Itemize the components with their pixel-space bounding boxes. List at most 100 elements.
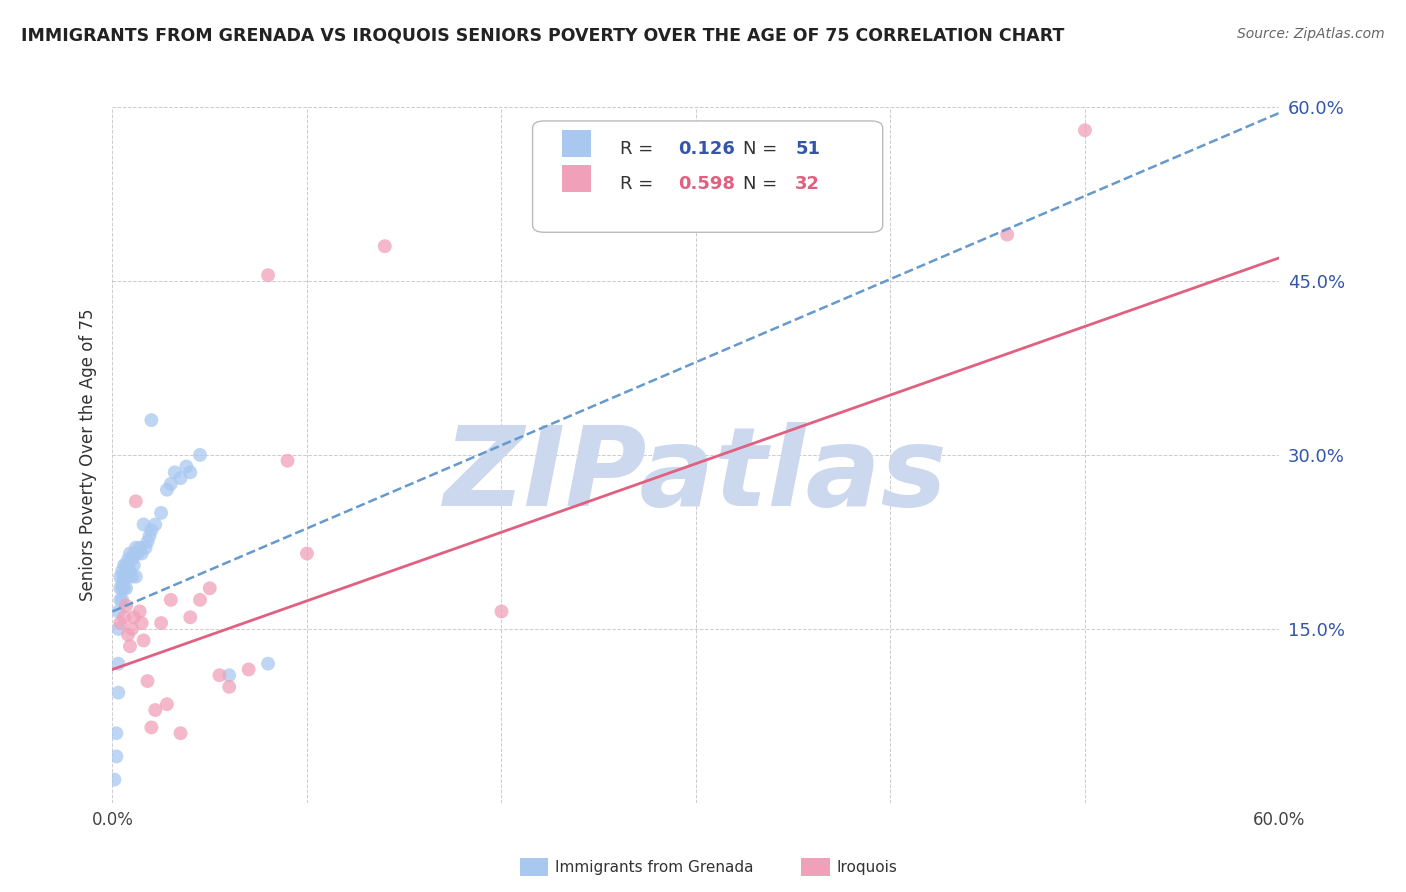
Point [160,476,183,491]
Point [179,466,201,480]
Y-axis label: Seniors Poverty Over the Age of 75: Seniors Poverty Over the Age of 75 [79,309,97,601]
Point [112,582,135,596]
Point [179,610,201,624]
Point [141,721,163,735]
Point [121,570,143,584]
Point [198,582,221,596]
Text: R =: R = [620,140,659,158]
Point [238,662,260,677]
Point [136,674,159,689]
Point [218,668,240,682]
Point [115,582,138,596]
Point [111,575,134,590]
Point [122,546,145,561]
Point [150,615,173,630]
Point [118,564,141,578]
Point [110,570,132,584]
Point [782,141,804,155]
Point [176,459,198,474]
Point [150,506,173,520]
Point [122,610,145,624]
Point [141,523,163,537]
Text: R =: R = [620,175,659,193]
Point [128,541,150,555]
Point [141,413,163,427]
Point [112,570,135,584]
Text: N =: N = [742,175,783,193]
Point [115,599,138,613]
Point [105,726,128,740]
Point [117,564,139,578]
Point [125,541,148,555]
Point [295,546,318,561]
Point [169,471,191,485]
Point [257,657,280,671]
Point [160,592,183,607]
Text: N =: N = [742,140,783,158]
Text: Immigrants from Grenada: Immigrants from Grenada [555,860,754,874]
Point [117,570,139,584]
Text: 51: 51 [796,140,820,158]
Point [132,517,155,532]
Point [110,615,132,630]
Point [125,570,148,584]
Point [121,622,143,636]
Point [125,494,148,508]
Point [110,592,132,607]
Point [107,622,129,636]
Point [107,657,129,671]
Bar [562,129,591,157]
Point [218,680,240,694]
Text: IMMIGRANTS FROM GRENADA VS IROQUOIS SENIORS POVERTY OVER THE AGE OF 75 CORRELATI: IMMIGRANTS FROM GRENADA VS IROQUOIS SENI… [21,27,1064,45]
Point [117,552,139,566]
Point [156,698,179,712]
Point [188,592,211,607]
Text: Iroquois: Iroquois [837,860,897,874]
Point [138,529,160,543]
Point [1074,123,1097,137]
Point [122,558,145,573]
Point [135,541,157,555]
Point [163,466,186,480]
Point [143,517,166,532]
Point [111,564,134,578]
Point [115,558,138,573]
Text: 32: 32 [796,175,820,193]
Point [188,448,211,462]
Text: Source: ZipAtlas.com: Source: ZipAtlas.com [1237,27,1385,41]
Point [257,268,280,282]
Point [112,610,135,624]
Point [105,749,128,764]
Point [121,552,143,566]
Point [103,772,125,787]
Point [112,558,135,573]
Point [169,726,191,740]
Point [117,628,139,642]
Point [127,546,149,561]
Point [995,227,1018,242]
Point [107,685,129,699]
Text: 0.126: 0.126 [679,140,735,158]
Point [131,615,153,630]
Point [143,703,166,717]
FancyBboxPatch shape [533,121,883,232]
Point [118,546,141,561]
Bar [562,164,591,192]
Point [111,582,134,596]
Point [110,582,132,596]
Point [208,668,231,682]
Point [136,534,159,549]
Point [128,605,150,619]
Point [107,605,129,619]
Point [156,483,179,497]
Point [374,239,396,253]
Point [111,592,134,607]
Point [491,605,513,619]
Text: ZIPatlas: ZIPatlas [444,422,948,529]
Point [131,546,153,561]
Point [115,570,138,584]
Point [118,639,141,653]
Point [132,633,155,648]
Point [276,453,298,467]
Text: 0.598: 0.598 [679,175,735,193]
